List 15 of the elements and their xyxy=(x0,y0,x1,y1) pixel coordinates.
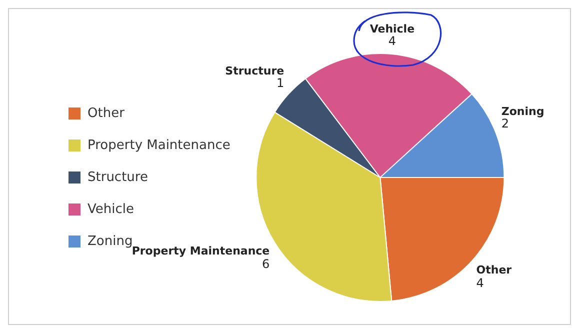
slice-label: Property Maintenance xyxy=(132,244,270,258)
slice-label: Other xyxy=(476,263,512,276)
data-label: 1 xyxy=(276,76,284,90)
legend-label: Structure xyxy=(88,170,148,185)
legend-label: Property Maintenance xyxy=(88,138,230,153)
legend-label: Other xyxy=(88,106,126,121)
slice-label: Structure xyxy=(225,64,284,78)
data-label: 6 xyxy=(262,257,270,272)
slice-label: Vehicle xyxy=(370,22,415,36)
legend-label: Zoning xyxy=(88,234,133,249)
data-label: 4 xyxy=(476,276,484,290)
data-label: 2 xyxy=(501,116,510,131)
legend-label: Vehicle xyxy=(88,202,134,217)
data-label: 4 xyxy=(388,34,396,48)
slice-label: Zoning xyxy=(501,104,544,118)
